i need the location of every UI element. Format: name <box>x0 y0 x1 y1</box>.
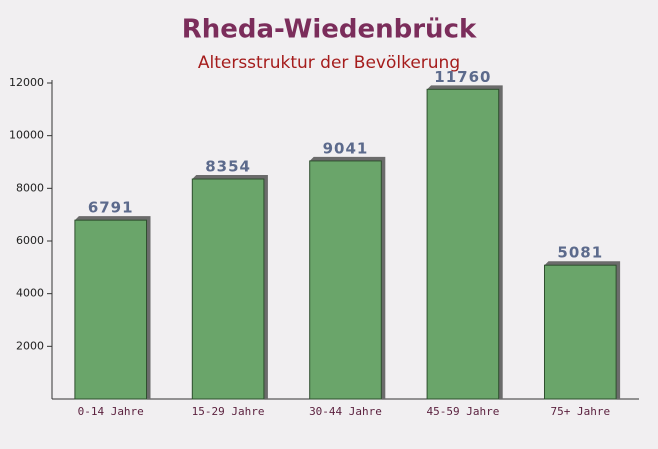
y-tick-label: 10000 <box>9 129 44 142</box>
chart-title: Rheda-Wiedenbrück <box>182 15 477 45</box>
bar <box>543 264 617 400</box>
y-tick-label: 8000 <box>16 181 44 194</box>
bar <box>426 88 500 400</box>
value-label: 8354 <box>205 158 251 176</box>
bar <box>309 160 382 400</box>
chart-subtitle: Altersstruktur der Bevölkerung <box>198 53 460 73</box>
bar <box>74 219 148 400</box>
x-tick-label: 0-14 Jahre <box>78 405 144 418</box>
x-tick-label: 45-59 Jahre <box>426 405 499 418</box>
x-tick-label: 15-29 Jahre <box>192 405 265 418</box>
y-tick-label: 6000 <box>16 234 44 247</box>
value-label: 6791 <box>88 199 134 217</box>
value-label: 11760 <box>434 68 491 86</box>
bar <box>191 178 265 400</box>
value-label: 9041 <box>323 139 369 157</box>
y-tick-label: 4000 <box>16 287 44 300</box>
y-tick-label: 2000 <box>16 339 44 352</box>
y-tick-label: 12000 <box>9 76 44 89</box>
x-tick-label: 75+ Jahre <box>550 405 610 418</box>
x-tick-label: 30-44 Jahre <box>309 405 382 418</box>
value-label: 5081 <box>557 244 603 262</box>
